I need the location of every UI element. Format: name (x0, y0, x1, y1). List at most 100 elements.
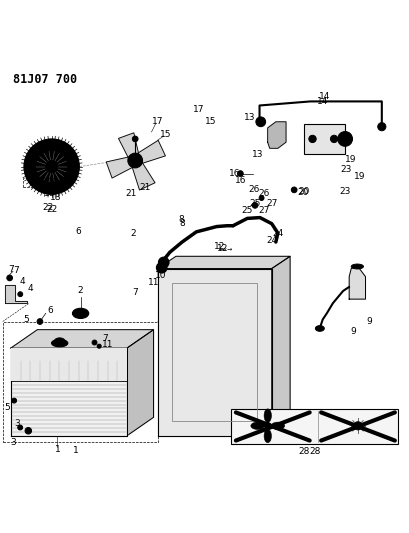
Text: 24: 24 (272, 229, 283, 238)
Circle shape (45, 160, 58, 173)
Text: 6: 6 (75, 228, 81, 236)
Circle shape (132, 157, 139, 164)
Ellipse shape (52, 340, 68, 347)
Text: 19: 19 (354, 172, 365, 181)
Text: 14: 14 (317, 97, 328, 106)
Circle shape (256, 117, 265, 127)
Text: 11: 11 (148, 278, 159, 287)
Ellipse shape (72, 308, 89, 319)
Ellipse shape (251, 422, 264, 430)
Text: 9: 9 (367, 317, 373, 326)
Text: 7: 7 (133, 288, 138, 297)
Text: 16: 16 (229, 169, 240, 178)
Text: 27: 27 (266, 199, 277, 208)
Text: 26: 26 (258, 189, 269, 198)
Circle shape (341, 135, 349, 143)
Text: 19: 19 (345, 155, 356, 164)
Text: 23: 23 (339, 187, 351, 196)
Ellipse shape (264, 429, 272, 443)
Bar (172, 283, 258, 422)
Circle shape (378, 123, 386, 131)
Text: 8: 8 (178, 215, 184, 224)
Bar (304, 124, 345, 155)
Circle shape (7, 275, 13, 281)
Circle shape (156, 262, 167, 273)
Text: 9: 9 (351, 327, 356, 336)
Circle shape (133, 136, 138, 142)
Text: 2: 2 (130, 229, 136, 238)
Text: 12: 12 (214, 241, 226, 251)
Text: 6: 6 (47, 305, 53, 314)
Text: 20: 20 (299, 187, 310, 196)
Text: 28: 28 (309, 447, 320, 456)
Text: 7: 7 (8, 265, 14, 274)
Text: 1: 1 (54, 446, 60, 455)
Circle shape (309, 135, 316, 143)
Text: 10: 10 (158, 259, 169, 268)
Circle shape (37, 319, 43, 325)
Text: 23: 23 (341, 165, 352, 174)
Text: 21: 21 (140, 182, 151, 191)
Ellipse shape (54, 338, 65, 344)
Text: 17: 17 (193, 105, 204, 114)
Circle shape (97, 344, 101, 348)
Text: 7: 7 (102, 334, 108, 343)
Circle shape (291, 187, 297, 193)
Text: 8: 8 (179, 219, 185, 228)
Circle shape (252, 203, 258, 208)
Polygon shape (272, 256, 290, 435)
Text: 81J07 700: 81J07 700 (13, 73, 77, 86)
Text: 4: 4 (20, 278, 25, 287)
Polygon shape (11, 348, 127, 435)
Polygon shape (267, 122, 286, 148)
Circle shape (18, 425, 22, 430)
Text: 1: 1 (73, 446, 79, 455)
Text: 12: 12 (217, 245, 229, 254)
Circle shape (34, 150, 69, 184)
Circle shape (259, 196, 264, 200)
Circle shape (25, 427, 31, 434)
Polygon shape (349, 266, 366, 299)
Bar (23, 178, 54, 187)
Text: 16: 16 (236, 176, 247, 185)
Polygon shape (133, 140, 165, 165)
Polygon shape (131, 158, 155, 190)
Text: 17: 17 (152, 117, 163, 126)
Text: 2: 2 (78, 286, 83, 295)
Text: 11: 11 (102, 340, 114, 349)
Text: 3: 3 (10, 439, 16, 448)
Polygon shape (119, 133, 140, 162)
Circle shape (158, 257, 169, 268)
Text: 13: 13 (245, 113, 256, 122)
Text: 4: 4 (27, 285, 33, 294)
Text: 18: 18 (50, 193, 61, 201)
Circle shape (330, 135, 338, 143)
Text: 20: 20 (297, 188, 309, 197)
Text: 28: 28 (299, 448, 310, 456)
Polygon shape (5, 285, 27, 303)
Text: ←x→: ←x→ (219, 247, 233, 252)
Ellipse shape (264, 409, 272, 422)
Circle shape (24, 139, 79, 195)
Text: 5: 5 (4, 403, 10, 413)
Ellipse shape (351, 264, 364, 269)
Polygon shape (106, 156, 137, 178)
Circle shape (12, 398, 17, 403)
Polygon shape (157, 256, 290, 269)
Polygon shape (127, 330, 153, 435)
Text: 22: 22 (46, 205, 57, 214)
Text: 13: 13 (252, 150, 263, 159)
Text: 15: 15 (205, 117, 216, 126)
Text: 5: 5 (23, 315, 29, 324)
Text: 18: 18 (44, 189, 55, 198)
Circle shape (18, 292, 23, 297)
Text: 3: 3 (14, 419, 20, 428)
Ellipse shape (271, 422, 285, 430)
Text: 25: 25 (250, 199, 261, 208)
Text: 7: 7 (13, 266, 19, 275)
Bar (11, 348, 127, 381)
Text: 24: 24 (266, 236, 277, 245)
Circle shape (92, 340, 97, 345)
Ellipse shape (315, 326, 324, 332)
Text: 25: 25 (242, 206, 253, 215)
